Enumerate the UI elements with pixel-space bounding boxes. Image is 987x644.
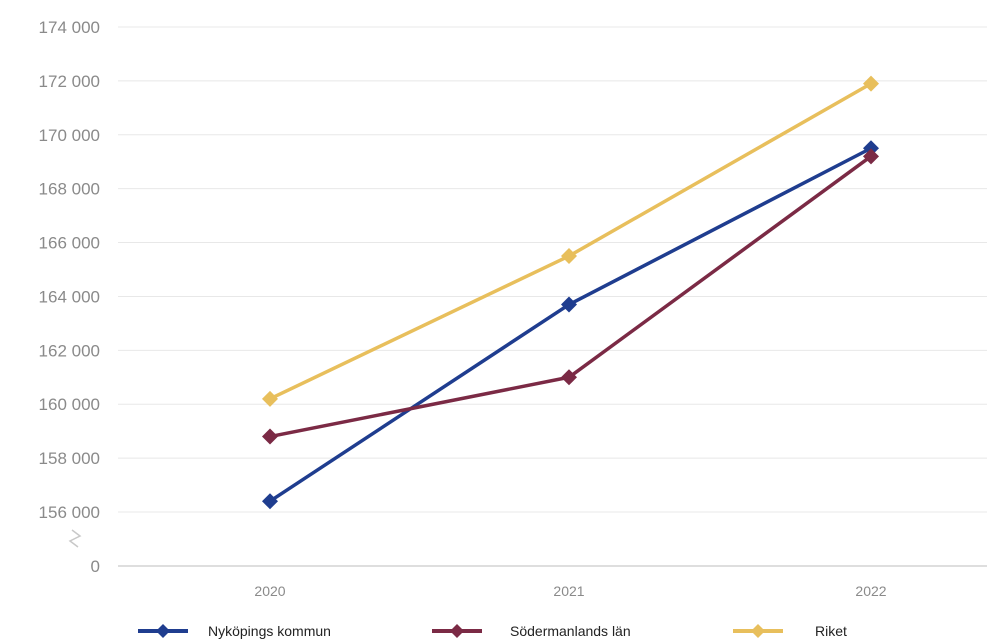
y-tick-label: 174 000 bbox=[39, 18, 100, 37]
x-tick-label: 2021 bbox=[553, 583, 584, 599]
legend-swatch-marker bbox=[156, 624, 170, 638]
legend-label: Riket bbox=[815, 623, 847, 639]
series-line bbox=[269, 82, 872, 401]
y-tick-label: 160 000 bbox=[39, 395, 100, 414]
y-tick-label: 168 000 bbox=[39, 180, 100, 199]
data-point bbox=[262, 390, 278, 407]
data-point bbox=[561, 369, 577, 386]
y-tick-label: 170 000 bbox=[39, 126, 100, 145]
x-tick-label: 2020 bbox=[254, 583, 285, 599]
legend-swatch-marker bbox=[450, 624, 464, 638]
y-tick-label: 162 000 bbox=[39, 341, 100, 360]
legend-label: Nyköpings kommun bbox=[208, 623, 331, 639]
axis-break-icon bbox=[68, 529, 82, 548]
data-point bbox=[863, 148, 879, 165]
data-point bbox=[262, 428, 278, 445]
x-tick-label: 2022 bbox=[855, 583, 886, 599]
y-tick-label: 158 000 bbox=[39, 449, 100, 468]
y-tick-label: 156 000 bbox=[39, 503, 100, 522]
y-tick-label: 172 000 bbox=[39, 72, 100, 91]
y-tick-label: 166 000 bbox=[39, 234, 100, 253]
y-tick-label: 164 000 bbox=[39, 287, 100, 306]
data-point bbox=[863, 140, 879, 157]
legend-label: Södermanlands län bbox=[510, 623, 631, 639]
series-line bbox=[269, 146, 872, 503]
legend-swatch-marker bbox=[751, 624, 765, 638]
data-point bbox=[561, 296, 577, 313]
data-point bbox=[561, 248, 577, 265]
y-tick-label: 0 bbox=[91, 557, 100, 576]
data-point bbox=[262, 493, 278, 510]
data-point bbox=[863, 75, 879, 92]
